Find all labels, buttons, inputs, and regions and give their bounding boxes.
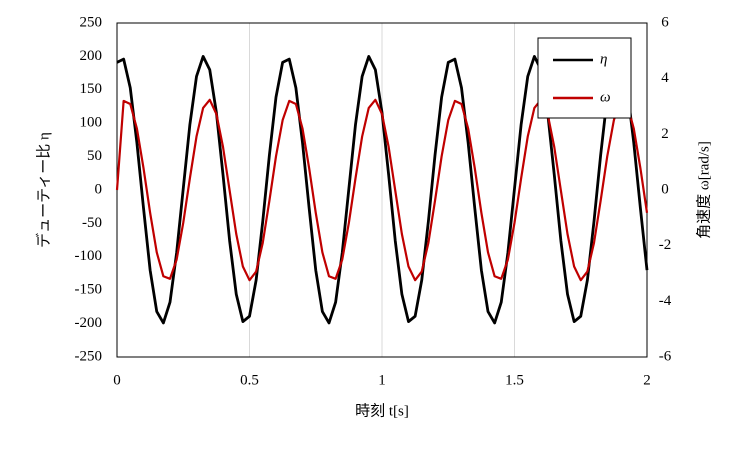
y2-tick-label: -6 <box>659 348 672 364</box>
y-tick-label: -150 <box>75 282 103 298</box>
x-axis-label: 時刻 t[s] <box>355 402 409 419</box>
legend-box <box>537 37 632 119</box>
y-tick-label: 0 <box>95 181 103 197</box>
y-tick-label: 100 <box>80 115 103 131</box>
y-tick-label: 200 <box>80 48 103 64</box>
y2-tick-label: 4 <box>661 70 669 86</box>
y-tick-label: 150 <box>80 81 103 97</box>
y2-tick-label: 2 <box>661 126 669 142</box>
y-tick-label: 50 <box>87 148 102 164</box>
y-tick-label: -50 <box>82 215 102 231</box>
y2-tick-label: -2 <box>659 237 672 253</box>
x-tick-label: 0.5 <box>240 372 259 388</box>
legend-label: η <box>600 51 607 67</box>
y-tick-label: -200 <box>75 315 103 331</box>
x-tick-label: 1 <box>378 372 386 388</box>
y2-tick-label: 0 <box>661 181 669 197</box>
x-tick-label: 2 <box>643 372 651 388</box>
y2-axis-label: 角速度 ω[rad/s] <box>695 141 712 239</box>
y-tick-label: -100 <box>75 248 103 264</box>
y2-tick-label: 6 <box>661 14 669 30</box>
x-tick-label: 0 <box>113 372 121 388</box>
series-line <box>115 98 649 282</box>
y-tick-label: 250 <box>80 14 103 30</box>
y-axis-label: デューティー比 η <box>34 132 52 248</box>
y-tick-label: -250 <box>75 348 103 364</box>
y2-tick-label: -4 <box>659 293 672 309</box>
x-tick-label: 1.5 <box>505 372 524 388</box>
legend-label: ω <box>600 89 611 105</box>
